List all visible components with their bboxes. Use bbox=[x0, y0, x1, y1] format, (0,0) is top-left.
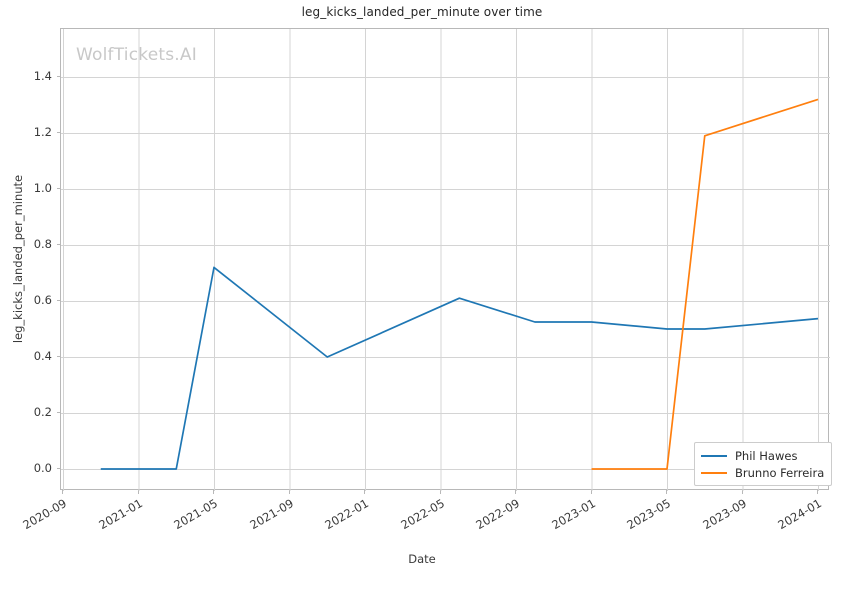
y-tick-label: 1.4 bbox=[33, 69, 52, 83]
y-tick-mark bbox=[56, 132, 60, 133]
x-tick-mark bbox=[288, 490, 290, 494]
y-tick-mark bbox=[56, 300, 60, 301]
series-line-1 bbox=[591, 98, 819, 470]
page-title: leg_kicks_landed_per_minute over time bbox=[301, 5, 543, 19]
y-tick-label: 0.0 bbox=[33, 461, 52, 475]
y-tick-label: 1.2 bbox=[33, 125, 52, 139]
legend-item[interactable]: Brunno Ferreira bbox=[701, 464, 824, 481]
y-tick-mark bbox=[56, 76, 60, 77]
x-tick-mark bbox=[213, 490, 214, 494]
x-tick-mark bbox=[364, 490, 365, 494]
legend-color-swatch bbox=[701, 471, 727, 474]
y-tick-label: 0.6 bbox=[33, 293, 52, 307]
y-tick-label: 0.8 bbox=[33, 237, 52, 251]
legend-color-swatch bbox=[701, 454, 727, 457]
legend-item[interactable]: Phil Hawes bbox=[701, 447, 824, 464]
plot-area: WolfTickets.AI bbox=[60, 28, 830, 491]
y-tick-label: 1.0 bbox=[33, 181, 52, 195]
y-tick-label: 0.4 bbox=[33, 349, 52, 363]
x-tick-mark bbox=[666, 490, 667, 494]
x-tick-mark bbox=[817, 490, 818, 494]
x-tick-mark bbox=[590, 490, 592, 494]
y-axis-label: leg_kicks_landed_per_minute bbox=[11, 174, 25, 344]
y-tick-mark bbox=[56, 468, 60, 469]
y-tick-mark bbox=[56, 356, 60, 357]
y-tick-mark bbox=[56, 412, 60, 413]
chart-legend[interactable]: Phil Hawes Brunno Ferreira bbox=[694, 442, 833, 486]
x-axis-label: Date bbox=[408, 552, 436, 566]
series-line-0 bbox=[100, 266, 819, 470]
y-tick-label: 0.2 bbox=[33, 405, 52, 419]
chart-figure: leg_kicks_landed_per_minute over time le… bbox=[11, 5, 833, 566]
watermark: WolfTickets.AI bbox=[76, 45, 197, 65]
x-tick-mark bbox=[62, 490, 63, 494]
series-lines bbox=[100, 98, 819, 470]
x-tick-mark bbox=[515, 490, 516, 494]
y-tick-mark bbox=[56, 188, 60, 189]
legend-label: Brunno Ferreira bbox=[735, 465, 825, 480]
grid-lines bbox=[61, 29, 830, 491]
legend-label: Phil Hawes bbox=[735, 448, 798, 463]
x-tick-mark bbox=[439, 490, 441, 494]
y-tick-mark bbox=[56, 244, 60, 245]
x-tick-mark bbox=[137, 490, 139, 494]
x-tick-mark bbox=[741, 490, 743, 494]
